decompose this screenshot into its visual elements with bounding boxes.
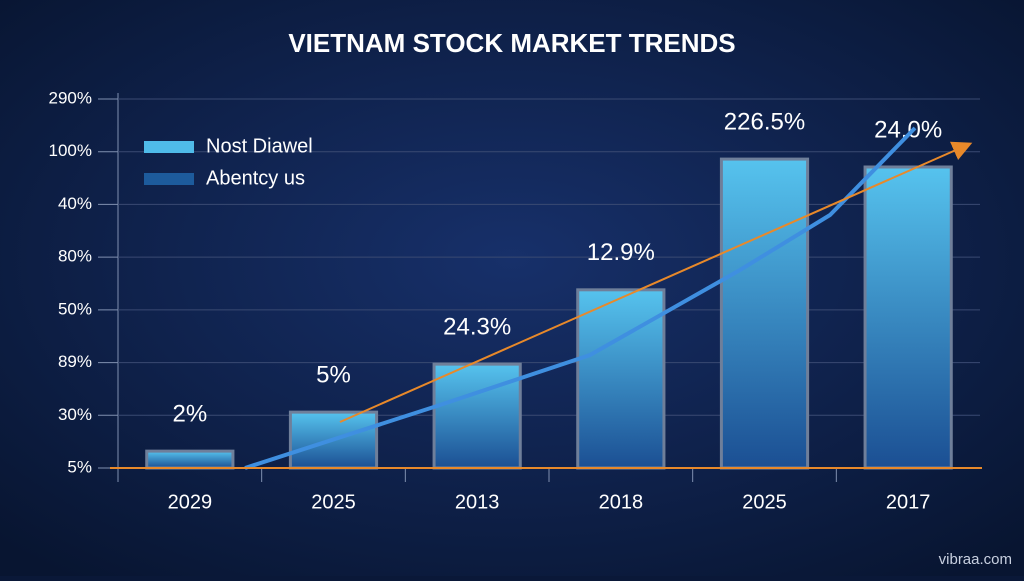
watermark: vibraa.com	[939, 551, 1012, 568]
y-tick-label: 290%	[49, 88, 92, 107]
trend-arrow	[339, 141, 973, 423]
y-tick-label: 80%	[58, 247, 92, 266]
x-tick-label: 2025	[742, 491, 787, 513]
x-tick-label: 2025	[311, 491, 356, 513]
data-label: 5%	[316, 361, 351, 388]
bar	[432, 362, 522, 470]
data-label: 24.3%	[443, 313, 511, 340]
data-label: 2%	[172, 400, 207, 427]
y-tick-label: 100%	[49, 141, 92, 160]
y-tick-label: 40%	[58, 194, 92, 213]
y-tick-label: 30%	[58, 405, 92, 424]
bar	[863, 165, 953, 470]
chart-title: VIETNAM STOCK MARKET TRENDS	[288, 28, 735, 58]
legend-swatch	[144, 141, 194, 153]
y-tick-label: 5%	[67, 457, 92, 476]
trend-line	[244, 126, 917, 470]
x-tick-label: 2017	[886, 491, 931, 513]
legend-swatch	[144, 173, 194, 185]
y-tick-label: 89%	[58, 352, 92, 371]
x-tick-label: 2013	[455, 491, 500, 513]
legend-label: Abentcy us	[206, 167, 305, 189]
x-tick-label: 2018	[599, 491, 644, 513]
x-tick-label: 2029	[168, 491, 213, 513]
data-label: 12.9%	[587, 239, 655, 266]
legend-label: Nost Diawel	[206, 135, 313, 157]
bar	[719, 157, 810, 470]
data-label: 226.5%	[724, 108, 805, 135]
plot-area: 5% 30% 89% 50% 80% 40% 100% 290% 2029 2% 2025 5% 201…	[49, 88, 980, 513]
data-label: 24.0%	[874, 116, 942, 143]
y-tick-label: 50%	[58, 299, 92, 318]
bar	[145, 449, 235, 470]
bar	[576, 288, 666, 470]
